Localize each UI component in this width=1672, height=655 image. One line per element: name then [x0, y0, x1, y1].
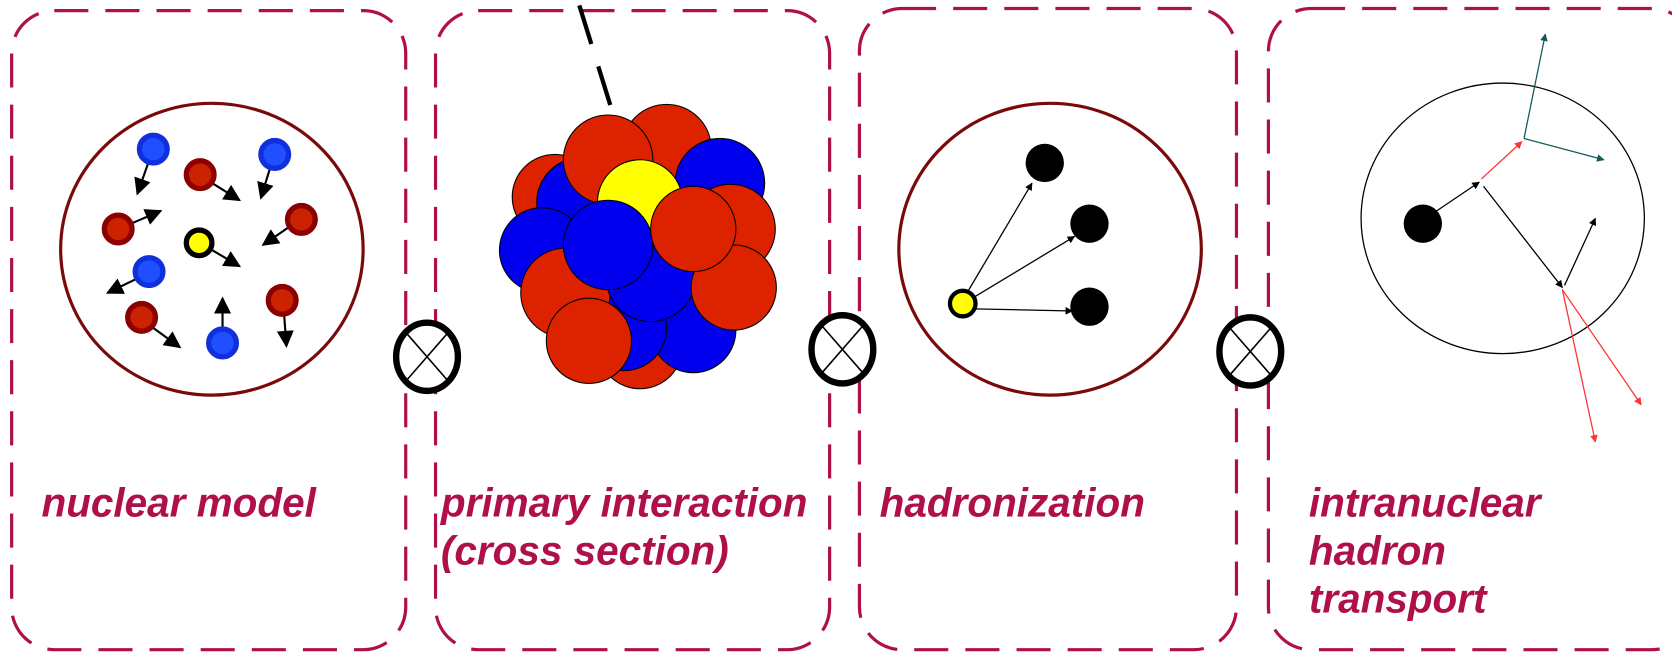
- panel-label: hadronization: [880, 480, 1145, 526]
- panel-label: intranuclear: [1309, 480, 1543, 526]
- nucleus-sketch: [59, 101, 365, 397]
- convolution-symbol: [1216, 314, 1285, 389]
- convolution-symbol: [808, 312, 877, 387]
- panel-label: (cross section): [441, 527, 729, 573]
- transport-sketch: [1360, 33, 1646, 443]
- panel-label: nuclear model: [41, 480, 316, 526]
- panel-label: hadron: [1309, 527, 1446, 573]
- hadronization-sketch: [897, 101, 1203, 397]
- nucleus-cluster: [498, 4, 777, 390]
- panel-label: primary interaction: [440, 480, 808, 526]
- panel-label: transport: [1309, 575, 1488, 621]
- panel-frame: [10, 9, 408, 652]
- convolution-symbol: [392, 319, 462, 395]
